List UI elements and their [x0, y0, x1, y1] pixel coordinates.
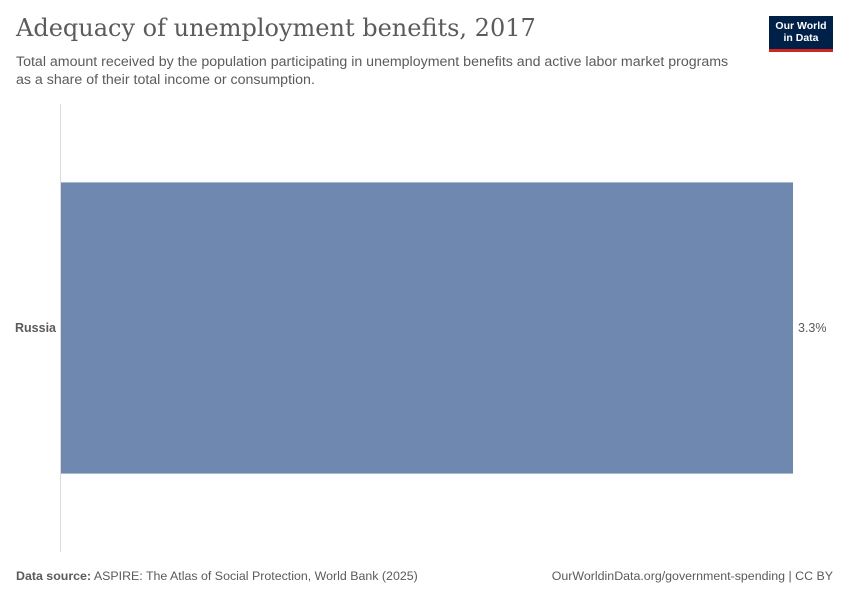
logo-line-2: in Data — [783, 31, 819, 44]
chart-subtitle: Total amount received by the population … — [16, 54, 729, 88]
bar-russia — [61, 182, 793, 474]
data-source-label: Data source: — [16, 569, 92, 583]
logo-line-1: Our World — [775, 20, 827, 32]
data-source-text[interactable]: ASPIRE: The Atlas of Social Protection, … — [93, 569, 418, 583]
chart-title: Adequacy of unemployment benefits, 2017 — [16, 14, 536, 42]
value-label: 3.3% — [798, 321, 827, 335]
data-source: Data source: ASPIRE: The Atlas of Social… — [16, 569, 418, 583]
footer-url-link[interactable]: OurWorldinData.org/government-spending |… — [551, 569, 833, 583]
category-label: Russia — [15, 321, 57, 335]
owid-logo[interactable]: Our World in Data — [769, 16, 833, 52]
footer-url: OurWorldinData.org/government-spending |… — [552, 569, 833, 583]
